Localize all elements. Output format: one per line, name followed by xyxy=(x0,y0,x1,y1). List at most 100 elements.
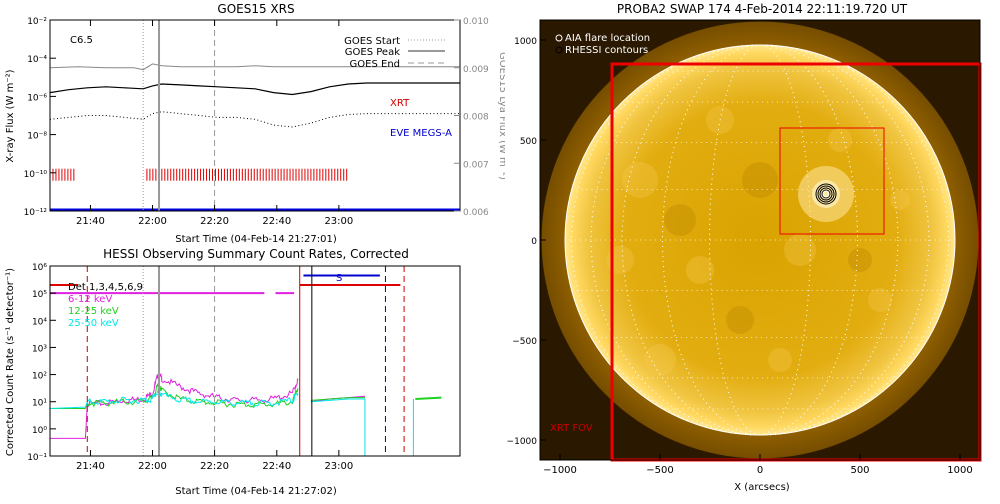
goes-xlabel: Start Time (04-Feb-14 21:27:01) xyxy=(175,234,337,245)
hessi-series-1 xyxy=(50,383,299,409)
hessi-right-green xyxy=(310,397,365,401)
swap-dark-region xyxy=(726,306,754,334)
goes-x-tick-label: 22:00 xyxy=(138,216,167,227)
goes-class-label: C6.5 xyxy=(70,35,93,46)
goes-y-tick-label: 10⁻⁸ xyxy=(27,132,47,142)
swap-dark-region xyxy=(848,248,872,272)
goes-y2-tick-label: 0.007 xyxy=(463,160,489,170)
swap-image-chart: PROBA2 SWAP 174 4-Feb-2014 22:11:19.720 … xyxy=(507,2,982,493)
swap-bright-region xyxy=(644,344,676,376)
goes-eve-label: EVE MEGS-A xyxy=(390,128,452,139)
hessi-y-tick-label: 10² xyxy=(32,372,47,382)
hessi-x-tick-label: 22:40 xyxy=(262,461,291,472)
swap-dark-region xyxy=(664,204,696,236)
swap-bright-region xyxy=(768,348,792,372)
swap-legend-rhessi: RHESSI contours xyxy=(565,45,648,56)
swap-bright-region xyxy=(606,246,634,274)
goes-x-tick-label: 22:40 xyxy=(262,216,291,227)
goes-y2label: GOES15 Lya Flux (W m⁻²) xyxy=(497,52,505,180)
swap-bright-region xyxy=(868,288,892,312)
hessi-y-tick-label: 10⁻¹ xyxy=(27,453,47,463)
swap-lon-line xyxy=(709,44,811,436)
swap-rhessi-contour xyxy=(815,183,837,205)
goes-y-tick-label: 10⁻² xyxy=(27,17,47,27)
swap-legend-rhessi-icon xyxy=(555,46,563,54)
swap-panel: PROBA2 SWAP 174 4-Feb-2014 22:11:19.720 … xyxy=(500,0,1000,500)
swap-legend-aia-icon xyxy=(555,34,563,42)
goes-series-black xyxy=(49,82,460,96)
swap-title: PROBA2 SWAP 174 4-Feb-2014 22:11:19.720 … xyxy=(617,2,908,16)
swap-dark-region xyxy=(742,162,778,198)
swap-lon-line xyxy=(662,44,858,436)
swap-bright-region xyxy=(828,128,852,152)
goes-chart: GOES15 XRS 21:40 22:00 22:20 22:40 23:00 10⁻²… xyxy=(5,2,508,245)
goes-xrt-label: XRT xyxy=(390,98,410,109)
swap-x-tick-label: −1000 xyxy=(543,465,577,476)
goes-legend-start: GOES Start xyxy=(344,36,400,47)
swap-bright-region xyxy=(784,234,816,266)
hessi-x-tick-label: 21:40 xyxy=(76,461,105,472)
hessi-chart: HESSI Observing Summary Count Rates, Cor… xyxy=(5,247,461,497)
hessi-far-right xyxy=(415,396,442,400)
swap-lon-line xyxy=(621,44,899,436)
goes-y2-tick-label: 0.006 xyxy=(463,208,489,218)
hessi-y-tick-label: 10⁶ xyxy=(32,263,47,273)
hessi-x-tick-label: 22:20 xyxy=(200,461,229,472)
hessi-xlabel: Start Time (04-Feb-14 21:27:02) xyxy=(175,486,337,497)
hessi-frame xyxy=(49,265,461,457)
swap-x-tick-label: 500 xyxy=(850,465,869,476)
swap-fov-label: XRT FOV xyxy=(550,423,593,434)
goes-y-tick-label: 10⁻¹² xyxy=(24,208,48,218)
hessi-cyan-gap xyxy=(364,399,414,457)
goes-y-tick-label: 10⁻⁶ xyxy=(27,93,47,103)
swap-bright-region xyxy=(890,190,910,210)
swap-lon-line xyxy=(590,44,930,436)
hessi-y-tick-label: 10⁰ xyxy=(32,426,47,436)
hessi-x-tick-label: 23:00 xyxy=(324,461,353,472)
swap-x-tick-label: −500 xyxy=(646,465,673,476)
hessi-legend-12-25: 12-25 keV xyxy=(68,306,119,317)
hessi-y-tick-label: 10⁴ xyxy=(32,317,47,327)
swap-xlabel: X (arcsecs) xyxy=(734,482,790,493)
hessi-ylabel: Corrected Count Rate (s⁻¹ detector⁻¹) xyxy=(5,268,16,456)
goes-x-tick-label: 22:20 xyxy=(200,216,229,227)
hessi-title: HESSI Observing Summary Count Rates, Cor… xyxy=(103,247,409,261)
goes-y2-tick-label: 0.010 xyxy=(463,17,489,27)
swap-bright-region xyxy=(686,256,714,284)
swap-rhessi-contour xyxy=(819,187,833,201)
goes-legend-peak: GOES Peak xyxy=(345,47,400,58)
swap-y-tick-label: −500 xyxy=(512,337,537,347)
hessi-right-cyan xyxy=(310,398,365,403)
swap-limb xyxy=(564,44,956,436)
goes-y-tick-label: 10⁻⁴ xyxy=(27,55,47,65)
goes-y-tick-label: 10⁻¹⁰ xyxy=(24,170,48,180)
goes-series-gray xyxy=(49,63,460,71)
swap-y-tick-label: −1000 xyxy=(507,437,538,447)
swap-x-tick-label: 1000 xyxy=(947,465,972,476)
hessi-y-tick-label: 10³ xyxy=(32,344,47,354)
swap-legend-aia: AIA flare location xyxy=(565,33,650,44)
goes-x-tick-label: 23:00 xyxy=(324,216,353,227)
goes-y2-tick-label: 0.009 xyxy=(463,65,489,75)
swap-flare-box xyxy=(779,127,885,235)
hessi-y-tick-label: 10¹ xyxy=(32,399,47,409)
swap-y-tick-label: 0 xyxy=(531,237,537,247)
swap-y-tick-label: 500 xyxy=(520,137,537,147)
goes-legend-end: GOES End xyxy=(350,59,400,70)
goes-series-dotted xyxy=(49,111,460,128)
swap-bright-region xyxy=(622,162,658,198)
goes-title: GOES15 XRS xyxy=(217,2,294,16)
hessi-s-label: S xyxy=(336,273,342,284)
hessi-series-2 xyxy=(49,388,299,409)
goes-y2-tick-label: 0.008 xyxy=(463,113,489,123)
goes-ylabel: X-ray Flux (W m⁻²) xyxy=(5,69,16,162)
swap-aia-marker xyxy=(822,190,830,198)
hessi-legend-6-12: 6-12 keV xyxy=(68,294,112,305)
goes-panel: GOES15 XRS 21:40 22:00 22:20 22:40 23:00 10⁻²… xyxy=(0,0,508,250)
swap-x-tick-label: 0 xyxy=(757,465,763,476)
hessi-legend-det: Det 1,3,4,5,6,9 xyxy=(68,282,143,293)
hessi-panel: HESSI Observing Summary Count Rates, Cor… xyxy=(0,244,505,500)
swap-rhessi-contour xyxy=(821,189,831,199)
swap-y-tick-label: 1000 xyxy=(514,37,537,47)
hessi-x-tick-label: 22:00 xyxy=(138,461,167,472)
